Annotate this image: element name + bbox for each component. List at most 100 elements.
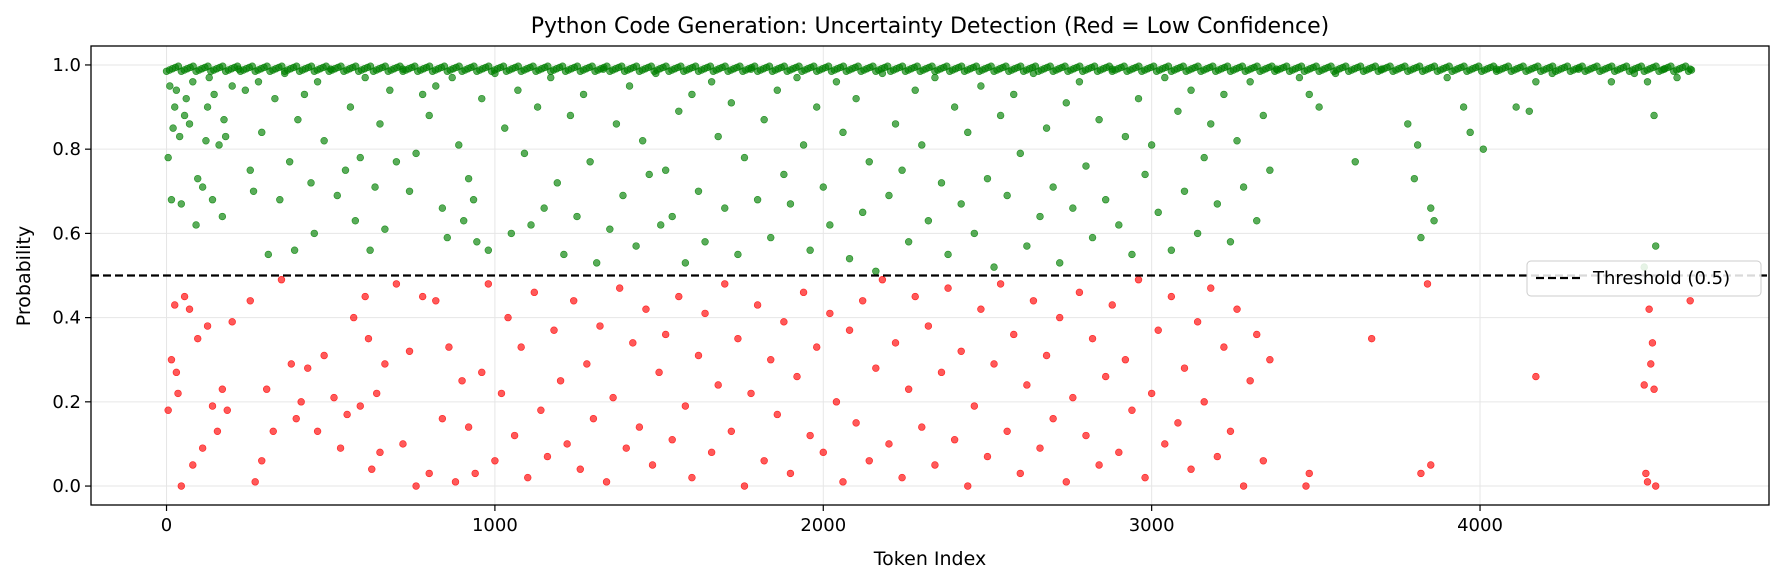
- data-point-high-confidence: [937, 179, 946, 187]
- data-point-high-confidence: [189, 78, 197, 86]
- data-point-low-confidence: [1134, 276, 1143, 284]
- data-point-high-confidence: [249, 187, 258, 195]
- data-point-low-confidence: [563, 440, 571, 448]
- data-point-low-confidence: [970, 402, 979, 410]
- data-point-high-confidence: [1466, 128, 1474, 137]
- data-point-high-confidence: [1673, 73, 1681, 82]
- data-point-low-confidence: [258, 457, 266, 465]
- data-point-low-confidence: [277, 276, 286, 284]
- data-point-high-confidence: [1023, 242, 1031, 250]
- data-point-high-confidence: [977, 82, 985, 90]
- data-point-low-confidence: [918, 423, 926, 431]
- data-point-low-confidence: [458, 377, 466, 385]
- data-point-low-confidence: [655, 368, 663, 377]
- data-point-low-confidence: [602, 478, 611, 486]
- data-point-low-confidence: [865, 457, 873, 465]
- data-point-high-confidence: [1075, 78, 1084, 86]
- data-point-high-confidence: [1331, 69, 1340, 78]
- data-point-low-confidence: [740, 482, 749, 490]
- data-point-high-confidence: [1200, 153, 1208, 162]
- data-point-low-confidence: [648, 461, 657, 469]
- data-point-low-confidence: [596, 322, 604, 330]
- data-point-high-confidence: [619, 191, 627, 200]
- data-point-low-confidence: [167, 356, 176, 364]
- data-point-high-confidence: [553, 179, 561, 187]
- data-point-high-confidence: [164, 153, 172, 162]
- data-point-high-confidence: [1427, 204, 1435, 212]
- data-point-high-confidence: [839, 128, 847, 137]
- data-point-high-confidence: [1108, 65, 1116, 73]
- data-point-low-confidence: [1233, 305, 1241, 313]
- data-point-high-confidence: [412, 149, 420, 158]
- data-point-high-confidence: [1029, 69, 1038, 78]
- data-point-high-confidence: [1266, 166, 1274, 174]
- data-point-low-confidence: [1686, 297, 1694, 305]
- data-point-high-confidence: [1049, 183, 1057, 191]
- data-point-low-confidence: [399, 440, 407, 448]
- data-point-low-confidence: [661, 330, 670, 339]
- data-point-high-confidence: [443, 233, 451, 242]
- y-tick-label: 0.4: [52, 308, 81, 329]
- data-point-low-confidence: [1253, 330, 1261, 339]
- data-point-high-confidence: [780, 170, 788, 179]
- data-point-high-confidence: [560, 250, 568, 259]
- data-point-high-confidence: [898, 166, 906, 174]
- data-point-high-confidence: [241, 86, 250, 94]
- data-point-low-confidence: [1640, 381, 1648, 389]
- data-point-high-confidence: [281, 69, 289, 78]
- data-point-low-confidence: [1042, 351, 1051, 360]
- data-point-low-confidence: [1010, 330, 1018, 339]
- data-point-low-confidence: [753, 301, 762, 309]
- data-point-high-confidence: [177, 200, 186, 208]
- data-point-high-confidence: [460, 217, 468, 225]
- data-point-low-confidence: [944, 284, 952, 292]
- data-point-high-confidence: [793, 73, 801, 82]
- data-point-low-confidence: [1069, 393, 1077, 402]
- data-point-low-confidence: [1062, 478, 1070, 486]
- data-point-low-confidence: [228, 318, 236, 326]
- data-point-low-confidence: [1121, 356, 1130, 364]
- x-axis-label: Token Index: [873, 548, 986, 570]
- data-point-low-confidence: [381, 360, 389, 368]
- data-point-high-confidence: [606, 225, 614, 233]
- data-point-high-confidence: [1115, 221, 1123, 229]
- data-point-low-confidence: [213, 427, 222, 436]
- data-point-low-confidence: [556, 377, 565, 385]
- data-point-high-confidence: [484, 246, 493, 254]
- data-point-high-confidence: [264, 250, 273, 259]
- data-point-low-confidence: [180, 292, 189, 301]
- data-point-high-confidence: [1686, 65, 1694, 73]
- data-point-low-confidence: [904, 385, 913, 393]
- data-point-low-confidence: [172, 368, 181, 377]
- data-point-high-confidence: [491, 69, 499, 78]
- data-point-low-confidence: [931, 461, 939, 469]
- data-point-high-confidence: [1121, 132, 1130, 141]
- data-point-high-confidence: [1413, 141, 1422, 149]
- data-point-low-confidence: [891, 339, 900, 347]
- data-point-low-confidence: [287, 360, 296, 368]
- data-point-high-confidence: [171, 103, 179, 111]
- data-point-high-confidence: [950, 103, 959, 111]
- data-point-low-confidence: [464, 423, 473, 431]
- data-point-low-confidence: [343, 410, 351, 419]
- data-point-high-confidence: [381, 225, 389, 233]
- data-point-low-confidence: [1213, 452, 1222, 461]
- data-point-high-confidence: [346, 103, 355, 111]
- data-point-high-confidence: [376, 120, 384, 128]
- data-point-high-confidence: [760, 115, 768, 124]
- data-point-low-confidence: [1302, 482, 1310, 490]
- data-point-high-confidence: [167, 196, 176, 204]
- data-point-high-confidence: [1492, 65, 1501, 73]
- data-point-high-confidence: [1239, 183, 1248, 191]
- data-point-high-confidence: [661, 166, 670, 174]
- data-point-low-confidence: [1180, 364, 1189, 372]
- data-point-high-confidence: [1134, 94, 1143, 103]
- data-point-low-confidence: [852, 419, 860, 427]
- data-point-low-confidence: [1115, 448, 1123, 457]
- data-point-high-confidence: [205, 73, 213, 82]
- x-tick-label: 1000: [472, 515, 518, 536]
- data-point-low-confidence: [1200, 398, 1208, 406]
- plot-frame: [90, 45, 1770, 506]
- data-point-low-confidence: [262, 385, 271, 393]
- data-point-high-confidence: [657, 221, 665, 229]
